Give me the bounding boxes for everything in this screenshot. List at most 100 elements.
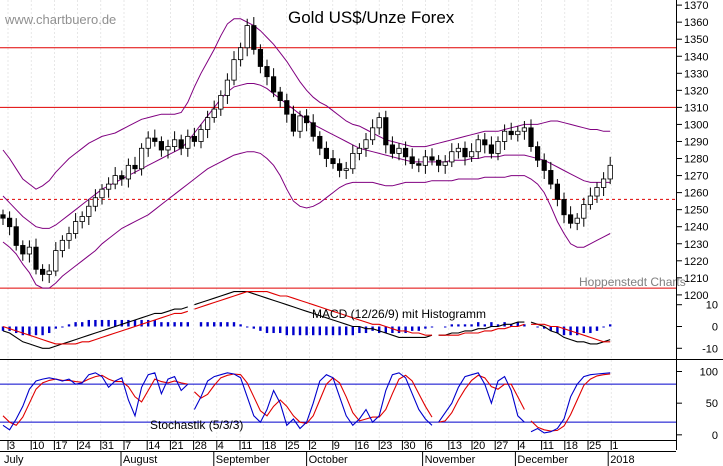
macd-histogram-bar [41, 326, 44, 336]
macd-histogram-bar [232, 322, 236, 327]
macd-histogram-bar [219, 322, 222, 327]
candle-body [402, 147, 409, 158]
candle-body [501, 130, 508, 142]
candle-body [224, 79, 230, 96]
stochastic-tick-label: 0 [712, 430, 718, 442]
bollinger-upper-band [2, 18, 611, 190]
macd-histogram-bar [424, 326, 427, 329]
macd-histogram-bar [463, 324, 467, 327]
macd-histogram-bar [470, 324, 473, 327]
macd-histogram-bar [67, 324, 71, 327]
month-label: December [517, 454, 568, 466]
macd-histogram-bar [226, 322, 229, 327]
time-tick-label: 30 [403, 440, 415, 452]
price-tick-label: 1240 [684, 222, 708, 234]
macd-histogram-bar [199, 322, 203, 327]
candle-body [528, 127, 534, 147]
macd-histogram-bar [34, 326, 38, 336]
candle-body [257, 49, 264, 67]
candle-body [568, 214, 574, 224]
macd-tick-label: -10 [702, 343, 718, 355]
candle-body [79, 216, 85, 222]
macd-histogram-bar [15, 326, 18, 334]
candle-body [53, 250, 59, 272]
time-tick-label: 31 [102, 440, 114, 452]
price-tick-label: 1290 [684, 136, 708, 148]
macd-histogram-bar [444, 326, 447, 328]
macd-histogram-bar [133, 319, 137, 327]
month-label: August [123, 454, 157, 466]
macd-signal-line [194, 291, 432, 336]
stochastic-gridlines [7, 360, 612, 440]
stochastic-k-line [193, 372, 433, 430]
stochastic-y-axis: 100 50 0 [676, 367, 718, 442]
candle-body [336, 163, 343, 171]
month-label: September [216, 454, 270, 466]
candlesticks [0, 17, 613, 283]
stochastic-k-line [530, 372, 611, 434]
candle-body [92, 197, 98, 207]
price-tick-label: 1300 [684, 119, 708, 131]
candle-body [277, 91, 283, 101]
candle-body [455, 147, 462, 153]
price-panel: www.chartbuero.de Gold US$/Unze Forex Ho… [0, 0, 708, 302]
macd-histogram-bar [147, 319, 150, 327]
candle-body [409, 156, 415, 165]
candle-body [178, 139, 184, 149]
candle-body [0, 214, 6, 219]
candle-body [244, 25, 250, 49]
candle-body [99, 188, 105, 199]
candle-body [574, 217, 580, 224]
macd-histogram-bar [298, 326, 302, 336]
price-tick-label: 1210 [684, 273, 708, 285]
macd-histogram-bar [338, 326, 341, 336]
time-tick-label: 27 [496, 440, 508, 452]
candle-body [488, 144, 495, 154]
candle-body [7, 217, 13, 228]
time-tick-label: 7 [125, 440, 131, 452]
month-label: November [425, 454, 476, 466]
candle-body [59, 239, 66, 251]
candle-body [462, 147, 468, 158]
macd-histogram-bar [140, 319, 143, 327]
macd-histogram-bar [292, 326, 295, 336]
price-tick-label: 1350 [684, 34, 708, 46]
stochastic-lines [2, 372, 611, 434]
stochastic-d-line [438, 374, 525, 423]
macd-histogram-bar [483, 324, 486, 327]
macd-histogram-bar [28, 326, 31, 336]
time-tick-label: 11 [241, 440, 252, 452]
price-tick-label: 1310 [684, 102, 708, 114]
macd-histogram-bar [384, 326, 387, 334]
macd-histogram-bar [378, 326, 381, 334]
price-y-axis: 1200 1210 1220 1230 1240 1250 1260 1270 1280 1290… [676, 0, 708, 302]
candle-body [237, 47, 244, 61]
candle-body [317, 135, 323, 149]
time-tick-label: 18 [264, 440, 276, 452]
time-tick-label: 10 [32, 440, 44, 452]
candle-body [284, 100, 290, 115]
price-tick-label: 1370 [684, 0, 708, 12]
time-tick-label: 13 [450, 440, 462, 452]
time-axis: 3 10 17 24 31 7 14 21 28 4 11 18 25 2 9 16 23 30 6 13 20 27 4 1… [0, 440, 676, 466]
price-tick-label: 1200 [684, 290, 708, 302]
time-tick-label: 20 [473, 440, 485, 452]
candle-body [198, 129, 204, 142]
macd-histogram-bar [589, 326, 592, 334]
time-tick-label: 24 [79, 440, 91, 452]
candle-body [158, 141, 164, 151]
candle-body [218, 95, 224, 110]
candle-body [264, 66, 270, 78]
macd-histogram-bar [1, 326, 5, 331]
stochastic-tick-label: 100 [700, 367, 718, 379]
macd-histogram-bar [496, 324, 500, 327]
watermark: www.chartbuero.de [4, 12, 116, 27]
macd-histogram-bar [127, 319, 130, 327]
candle-body [416, 163, 422, 166]
macd-label: MACD (12/26/9) mit Histogramm [312, 307, 486, 321]
macd-histogram-bar [391, 326, 394, 334]
candle-body [601, 178, 607, 188]
macd-histogram-bar [259, 326, 262, 331]
chart-title: Gold US$/Unze Forex [288, 8, 455, 27]
macd-tick-label: 10 [706, 300, 718, 312]
